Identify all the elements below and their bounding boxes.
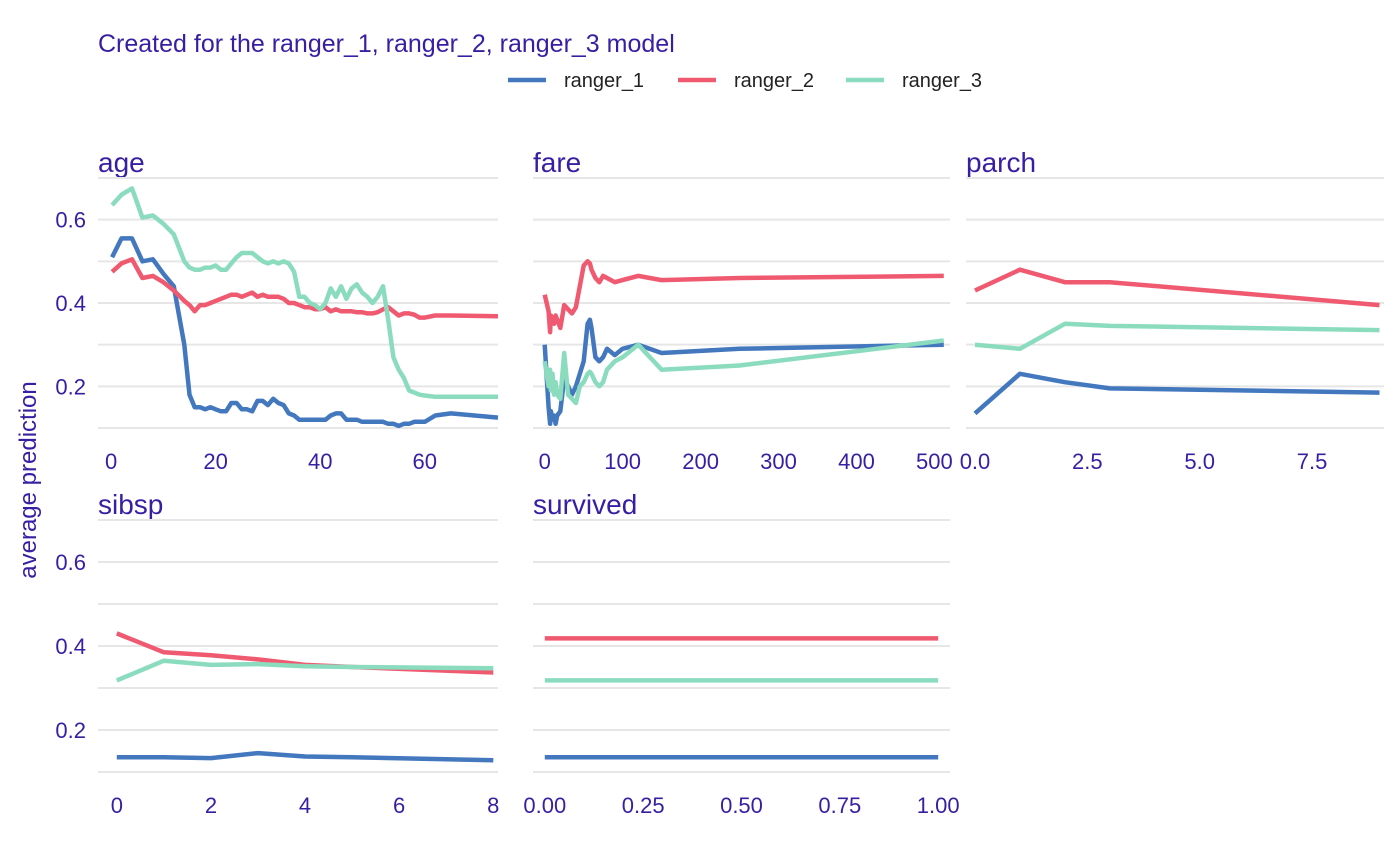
y-tick-label: 0.6 (55, 208, 86, 233)
x-tick-label: 0.25 (622, 793, 665, 818)
legend: ranger_1 ranger_2 ranger_3 (508, 70, 982, 92)
x-tick-label: 2 (205, 793, 217, 818)
series-line-ranger_1 (110, 236, 499, 429)
y-tick-label: 0.6 (55, 550, 86, 575)
y-tick-label: 0.4 (55, 291, 86, 316)
legend-label-ranger_1: ranger_1 (564, 70, 644, 92)
panel-title-parch: parch (966, 147, 1036, 178)
y-tick-label: 0.2 (55, 718, 86, 743)
panel-title-sibsp: sibsp (98, 489, 163, 520)
x-tick-label: 0 (105, 449, 117, 474)
series-line-ranger_3 (115, 658, 494, 683)
x-tick-label: 7.5 (1297, 449, 1328, 474)
x-tick-label: 400 (838, 449, 875, 474)
series-line-ranger_1 (542, 317, 944, 427)
panel-age: age 0.2 0.4 0.6 0 20 40 60 (55, 147, 499, 474)
x-tick-label: 60 (413, 449, 437, 474)
panel-title-survived: survived (533, 489, 637, 520)
y-axis-label: average prediction (15, 381, 42, 578)
series-line-ranger_3 (974, 321, 1380, 352)
x-tick-label: 8 (487, 793, 499, 818)
series-line-ranger_2 (110, 257, 499, 320)
panel-survived: survived 0.00 0.25 0.50 0.75 1.00 (523, 489, 959, 818)
panel-title-age: age (98, 147, 145, 178)
series-line-ranger_3 (542, 338, 945, 406)
x-tick-label: 1.00 (917, 793, 960, 818)
x-tick-label: 0.75 (818, 793, 861, 818)
x-tick-label: 6 (393, 793, 405, 818)
x-tick-label: 5.0 (1184, 449, 1215, 474)
panel-sibsp: sibsp 0.2 0.4 0.6 0 2 4 6 8 (55, 489, 499, 818)
chart-subtitle: Created for the ranger_1, ranger_2, rang… (98, 30, 675, 58)
x-tick-label: 2.5 (1072, 449, 1103, 474)
series-line-ranger_3 (110, 186, 498, 400)
x-tick-label: 20 (203, 449, 227, 474)
panel-title-fare: fare (533, 147, 581, 178)
panel-parch: parch 0.0 2.5 5.0 7.5 (960, 147, 1384, 474)
x-tick-label: 200 (682, 449, 719, 474)
x-tick-label: 500 (916, 449, 953, 474)
x-tick-label: 0.0 (960, 449, 991, 474)
series-line-ranger_1 (116, 750, 494, 763)
x-tick-label: 300 (760, 449, 797, 474)
legend-label-ranger_3: ranger_3 (902, 70, 982, 92)
x-tick-label: 0.00 (523, 793, 566, 818)
panel-fare: fare 0 100 200 300 400 500 (533, 147, 953, 474)
y-tick-label: 0.4 (55, 634, 86, 659)
y-tick-label: 0.2 (55, 374, 86, 399)
legend-label-ranger_2: ranger_2 (734, 70, 814, 92)
x-tick-label: 100 (604, 449, 641, 474)
x-tick-label: 0 (539, 449, 551, 474)
x-tick-label: 4 (299, 793, 311, 818)
x-tick-label: 0 (111, 793, 123, 818)
series-line-ranger_1 (973, 371, 1380, 416)
series-line-ranger_2 (542, 259, 944, 335)
x-tick-label: 40 (308, 449, 332, 474)
x-tick-label: 0.50 (720, 793, 763, 818)
series-line-ranger_2 (974, 267, 1380, 308)
